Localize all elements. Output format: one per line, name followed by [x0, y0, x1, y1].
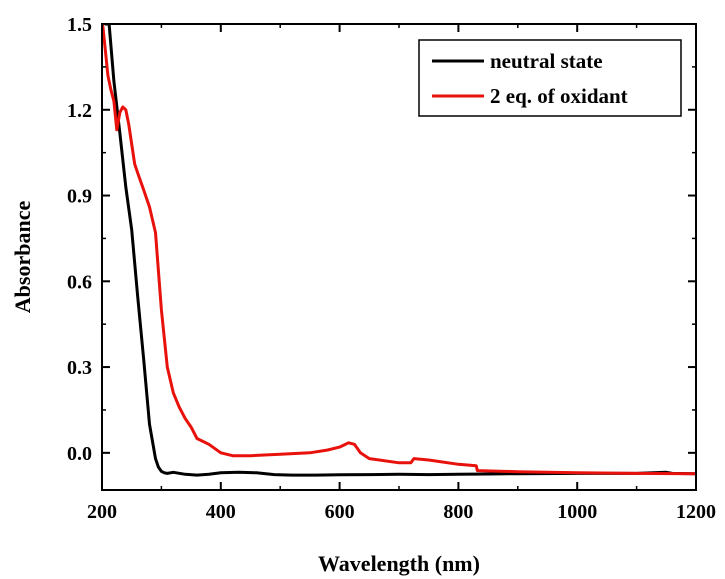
legend-label-2-eq-oxidant: 2 eq. of oxidant	[490, 84, 628, 108]
axis-ticks: 200 400 600 800 1000 1200 0.0 0.3 0.6 0.9 1.2 1.5	[67, 14, 716, 523]
x-tick-label: 600	[325, 501, 355, 523]
x-tick-label: 800	[443, 501, 473, 523]
x-tick-label: 1000	[557, 501, 597, 523]
plot-curves	[102, 24, 696, 477]
x-tick-label: 400	[206, 501, 236, 523]
x-axis-title: Wavelength (nm)	[318, 551, 480, 576]
y-tick-label: 1.5	[67, 14, 92, 36]
y-tick-label: 0.3	[67, 357, 92, 379]
series-line-2-eq-oxidant	[102, 24, 696, 476]
x-tick-label: 200	[87, 501, 117, 523]
legend-box	[418, 39, 682, 117]
y-tick-label: 0.6	[67, 271, 92, 293]
legend: neutral state 2 eq. of oxidant	[418, 39, 682, 117]
legend-label-neutral-state: neutral state	[490, 49, 603, 73]
y-tick-label: 0.0	[67, 443, 92, 465]
y-tick-label: 0.9	[67, 186, 92, 208]
x-tick-label: 1200	[676, 501, 716, 523]
y-axis-title: Absorbance	[10, 201, 35, 314]
series-line-neutral-state	[105, 24, 696, 477]
y-tick-label: 1.2	[67, 100, 92, 122]
